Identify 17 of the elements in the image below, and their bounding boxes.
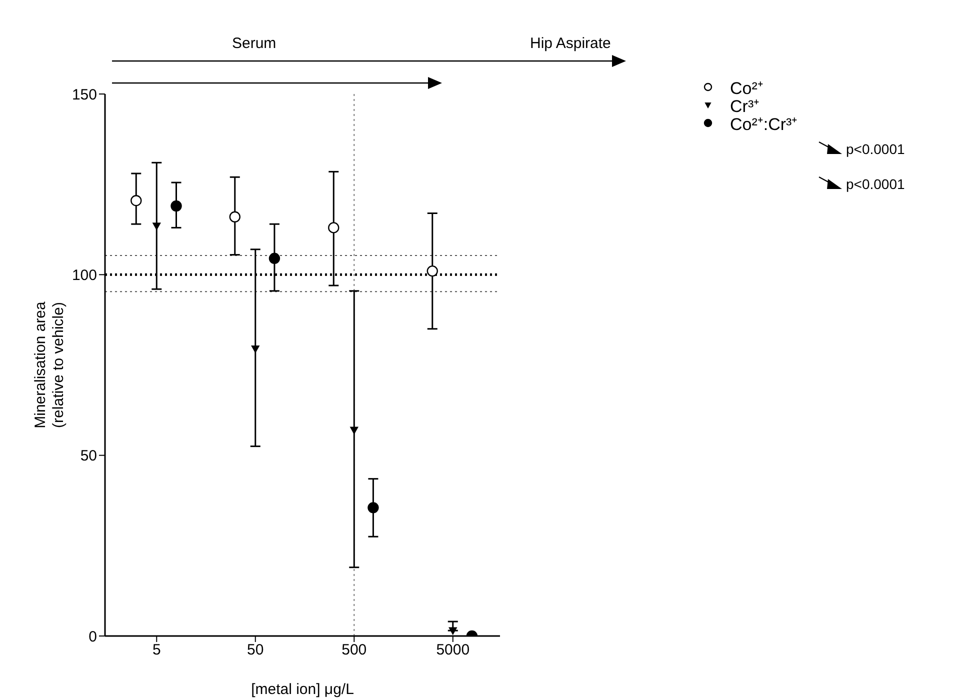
x-tick-label: 500 (342, 642, 367, 659)
y-tick-label: 0 (88, 628, 97, 646)
text: Hip Aspirate (530, 35, 611, 52)
y-tick-label: 50 (80, 448, 97, 465)
x-tick-label: 5 (152, 642, 161, 659)
text: p<0.0001 (846, 141, 905, 157)
x-axis-title: [metal ion] μg/L (251, 681, 354, 698)
legend-label: Co²⁺:Cr³⁺ (730, 114, 798, 134)
x-tick-label: 50 (247, 642, 264, 659)
text: Serum (232, 35, 276, 52)
y-axis-title: Mineralisation area (relative to vehicle) (32, 300, 67, 428)
legend-label: Co²⁺ (730, 78, 764, 98)
y-tick-label: 150 (72, 86, 97, 104)
text: p<0.0001 (846, 176, 905, 192)
x-tick-label: 5000 (436, 642, 470, 659)
y-tick-label: 100 (72, 266, 97, 284)
legend-label: Cr³⁺ (730, 96, 760, 116)
